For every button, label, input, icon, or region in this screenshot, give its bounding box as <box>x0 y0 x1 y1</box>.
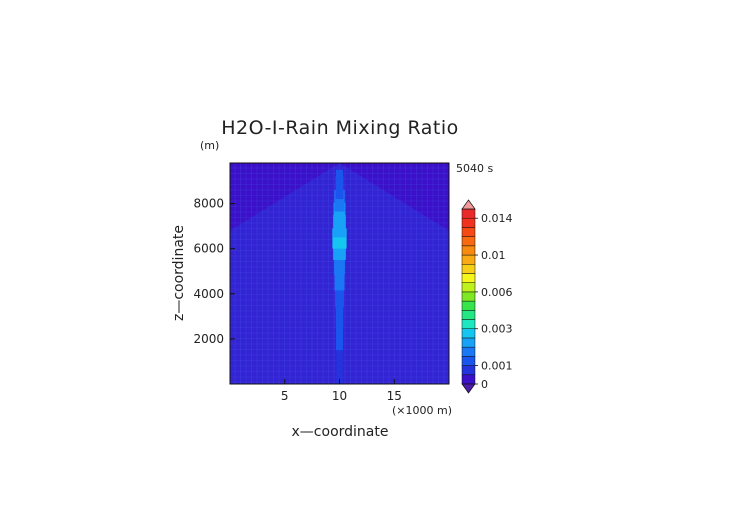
plume-cell <box>334 265 345 291</box>
colorbar-tick-label: 0.003 <box>481 323 513 336</box>
plume-cell <box>334 250 345 275</box>
colorbar-over-triangle <box>461 199 476 210</box>
y-axis-label: z—coordinate <box>171 225 187 321</box>
colorbar-segment <box>461 337 476 348</box>
colorbar-segment <box>461 356 476 366</box>
y-tick-label: 8000 <box>193 197 224 211</box>
colorbar-tick-label: 0.01 <box>481 249 506 262</box>
colorbar-segment <box>461 227 476 237</box>
colorbar-tick-label: 0 <box>481 378 488 391</box>
colorbar-segment <box>461 291 476 302</box>
colorbar-tick-label: 0.014 <box>481 212 513 225</box>
colorbar-segment <box>461 245 476 256</box>
heatmap-plot-area <box>230 163 449 384</box>
plume-cell <box>334 190 345 212</box>
x-axis-ticks: 5 10 15 <box>281 379 402 403</box>
heatmap-plume <box>332 169 347 384</box>
colorbar-segment <box>461 217 476 228</box>
colorbar-segment <box>461 310 476 320</box>
colorbar-segment <box>461 300 476 311</box>
y-tick-label: 6000 <box>193 242 224 256</box>
y-tick-label: 4000 <box>193 287 224 301</box>
x-axis-unit: (×1000 m) <box>392 404 452 417</box>
plume-cell <box>333 202 346 224</box>
colorbar-segment <box>461 374 476 385</box>
x-tick-label: 5 <box>281 389 289 403</box>
y-axis-unit: (m) <box>200 139 219 152</box>
y-tick-label: 2000 <box>193 332 224 346</box>
plume-cell <box>336 361 343 384</box>
colorbar-segment <box>461 208 476 219</box>
plume-cell <box>336 318 343 351</box>
x-tick-label: 10 <box>332 389 347 403</box>
colorbar-under-triangle <box>461 383 476 394</box>
x-tick-label: 15 <box>387 389 402 403</box>
colorbar-segment <box>461 273 476 283</box>
colorbar-segment <box>461 319 476 329</box>
plume-cell <box>335 298 344 328</box>
plume-cell <box>336 341 343 371</box>
colorbar-segment <box>461 236 476 247</box>
colorbar-tick-label: 0.001 <box>481 360 513 373</box>
colorbar-segment <box>461 254 476 265</box>
colorbar-segment <box>461 264 476 274</box>
y-axis-ticks: 2000 4000 6000 8000 <box>193 197 235 346</box>
colorbar-segment <box>461 346 476 357</box>
chart-title: H2O-I-Rain Mixing Ratio <box>221 117 459 139</box>
colorbar: 0 0.001 0.003 0.006 0.01 0.014 <box>461 199 513 394</box>
time-label: 5040 s <box>456 162 493 175</box>
colorbar-segment <box>461 365 476 376</box>
plume-cell <box>336 169 343 186</box>
x-axis-label: x—coordinate <box>292 424 389 440</box>
colorbar-tick-label: 0.006 <box>481 286 513 299</box>
colorbar-segment <box>461 328 476 339</box>
plume-cell <box>335 281 344 308</box>
plume-cell <box>335 176 344 200</box>
colorbar-segment <box>461 282 476 293</box>
